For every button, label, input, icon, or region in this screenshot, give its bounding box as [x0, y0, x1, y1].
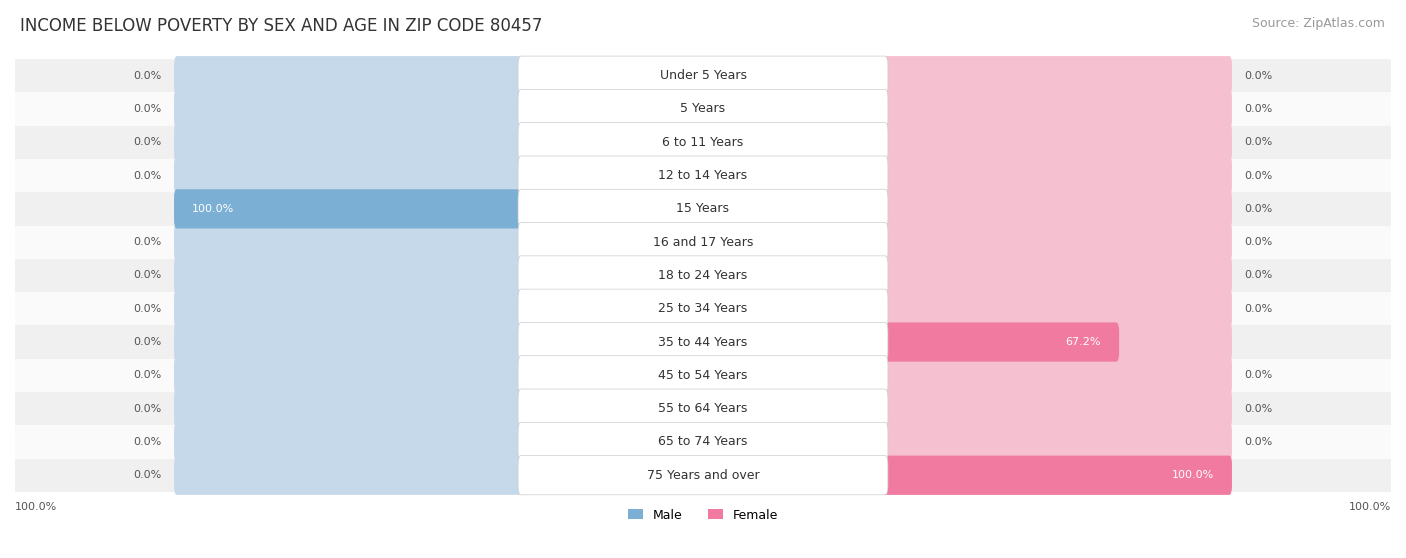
FancyBboxPatch shape: [174, 289, 523, 328]
FancyBboxPatch shape: [517, 223, 889, 262]
FancyBboxPatch shape: [174, 156, 523, 195]
Text: 67.2%: 67.2%: [1066, 337, 1101, 347]
Text: 0.0%: 0.0%: [1244, 371, 1272, 381]
Legend: Male, Female: Male, Female: [628, 508, 778, 522]
FancyBboxPatch shape: [517, 455, 889, 495]
FancyBboxPatch shape: [517, 289, 889, 328]
FancyBboxPatch shape: [883, 422, 1232, 461]
FancyBboxPatch shape: [174, 123, 523, 162]
FancyBboxPatch shape: [517, 89, 889, 128]
Text: 0.0%: 0.0%: [134, 371, 162, 381]
FancyBboxPatch shape: [517, 356, 889, 395]
Text: 75 Years and over: 75 Years and over: [647, 469, 759, 482]
Text: 25 to 34 Years: 25 to 34 Years: [658, 302, 748, 315]
Bar: [15, 159, 1391, 192]
FancyBboxPatch shape: [517, 156, 889, 195]
Text: 100.0%: 100.0%: [15, 502, 58, 512]
Text: Source: ZipAtlas.com: Source: ZipAtlas.com: [1251, 17, 1385, 30]
Text: 0.0%: 0.0%: [134, 71, 162, 81]
FancyBboxPatch shape: [517, 123, 889, 162]
FancyBboxPatch shape: [174, 389, 523, 428]
FancyBboxPatch shape: [174, 323, 523, 362]
FancyBboxPatch shape: [883, 123, 1232, 162]
FancyBboxPatch shape: [174, 189, 523, 228]
FancyBboxPatch shape: [174, 56, 523, 95]
Text: 0.0%: 0.0%: [1244, 71, 1272, 81]
Text: 100.0%: 100.0%: [1171, 470, 1213, 480]
Text: 0.0%: 0.0%: [1244, 171, 1272, 181]
Bar: [15, 325, 1391, 359]
Text: 0.0%: 0.0%: [134, 304, 162, 314]
FancyBboxPatch shape: [174, 356, 523, 395]
Text: 0.0%: 0.0%: [134, 104, 162, 114]
FancyBboxPatch shape: [174, 256, 523, 295]
Text: 0.0%: 0.0%: [1244, 304, 1272, 314]
Text: 0.0%: 0.0%: [134, 137, 162, 147]
Text: 0.0%: 0.0%: [134, 237, 162, 247]
Text: 100.0%: 100.0%: [193, 204, 235, 214]
FancyBboxPatch shape: [174, 455, 523, 495]
FancyBboxPatch shape: [517, 389, 889, 428]
Bar: [15, 126, 1391, 159]
Text: 100.0%: 100.0%: [1348, 502, 1391, 512]
Text: 0.0%: 0.0%: [134, 271, 162, 281]
FancyBboxPatch shape: [517, 189, 889, 228]
FancyBboxPatch shape: [174, 89, 523, 128]
Bar: [15, 425, 1391, 459]
Text: 0.0%: 0.0%: [1244, 403, 1272, 413]
Text: 15 Years: 15 Years: [676, 203, 730, 215]
Text: 0.0%: 0.0%: [1244, 237, 1272, 247]
FancyBboxPatch shape: [883, 223, 1232, 262]
Text: 0.0%: 0.0%: [1244, 104, 1272, 114]
FancyBboxPatch shape: [883, 389, 1232, 428]
Text: 16 and 17 Years: 16 and 17 Years: [652, 235, 754, 249]
FancyBboxPatch shape: [883, 56, 1232, 95]
Bar: [15, 292, 1391, 325]
Text: 6 to 11 Years: 6 to 11 Years: [662, 136, 744, 149]
Bar: [15, 459, 1391, 492]
Text: 18 to 24 Years: 18 to 24 Years: [658, 269, 748, 282]
FancyBboxPatch shape: [883, 323, 1232, 362]
FancyBboxPatch shape: [174, 223, 523, 262]
Text: 55 to 64 Years: 55 to 64 Years: [658, 402, 748, 415]
Text: 65 to 74 Years: 65 to 74 Years: [658, 435, 748, 449]
FancyBboxPatch shape: [883, 455, 1232, 495]
FancyBboxPatch shape: [517, 422, 889, 461]
Text: 0.0%: 0.0%: [1244, 437, 1272, 447]
FancyBboxPatch shape: [883, 455, 1232, 495]
Text: 0.0%: 0.0%: [134, 403, 162, 413]
FancyBboxPatch shape: [174, 189, 523, 228]
FancyBboxPatch shape: [883, 89, 1232, 128]
Bar: [15, 225, 1391, 259]
FancyBboxPatch shape: [883, 323, 1119, 362]
FancyBboxPatch shape: [517, 256, 889, 295]
Text: 0.0%: 0.0%: [1244, 137, 1272, 147]
FancyBboxPatch shape: [174, 422, 523, 461]
Bar: [15, 92, 1391, 126]
FancyBboxPatch shape: [517, 323, 889, 362]
FancyBboxPatch shape: [883, 356, 1232, 395]
Text: 0.0%: 0.0%: [134, 437, 162, 447]
FancyBboxPatch shape: [883, 189, 1232, 228]
Bar: [15, 392, 1391, 425]
FancyBboxPatch shape: [883, 289, 1232, 328]
Bar: [15, 192, 1391, 225]
Text: 5 Years: 5 Years: [681, 103, 725, 116]
Text: 12 to 14 Years: 12 to 14 Years: [658, 169, 748, 182]
Text: 0.0%: 0.0%: [134, 171, 162, 181]
FancyBboxPatch shape: [883, 156, 1232, 195]
Text: 35 to 44 Years: 35 to 44 Years: [658, 335, 748, 349]
Text: 0.0%: 0.0%: [1244, 271, 1272, 281]
Text: 0.0%: 0.0%: [1244, 204, 1272, 214]
FancyBboxPatch shape: [883, 256, 1232, 295]
Text: Under 5 Years: Under 5 Years: [659, 69, 747, 82]
Text: 0.0%: 0.0%: [134, 337, 162, 347]
Bar: [15, 259, 1391, 292]
Bar: [15, 359, 1391, 392]
FancyBboxPatch shape: [517, 56, 889, 95]
Text: 0.0%: 0.0%: [134, 470, 162, 480]
Text: 45 to 54 Years: 45 to 54 Years: [658, 369, 748, 382]
Text: INCOME BELOW POVERTY BY SEX AND AGE IN ZIP CODE 80457: INCOME BELOW POVERTY BY SEX AND AGE IN Z…: [20, 17, 543, 35]
Bar: [15, 59, 1391, 92]
